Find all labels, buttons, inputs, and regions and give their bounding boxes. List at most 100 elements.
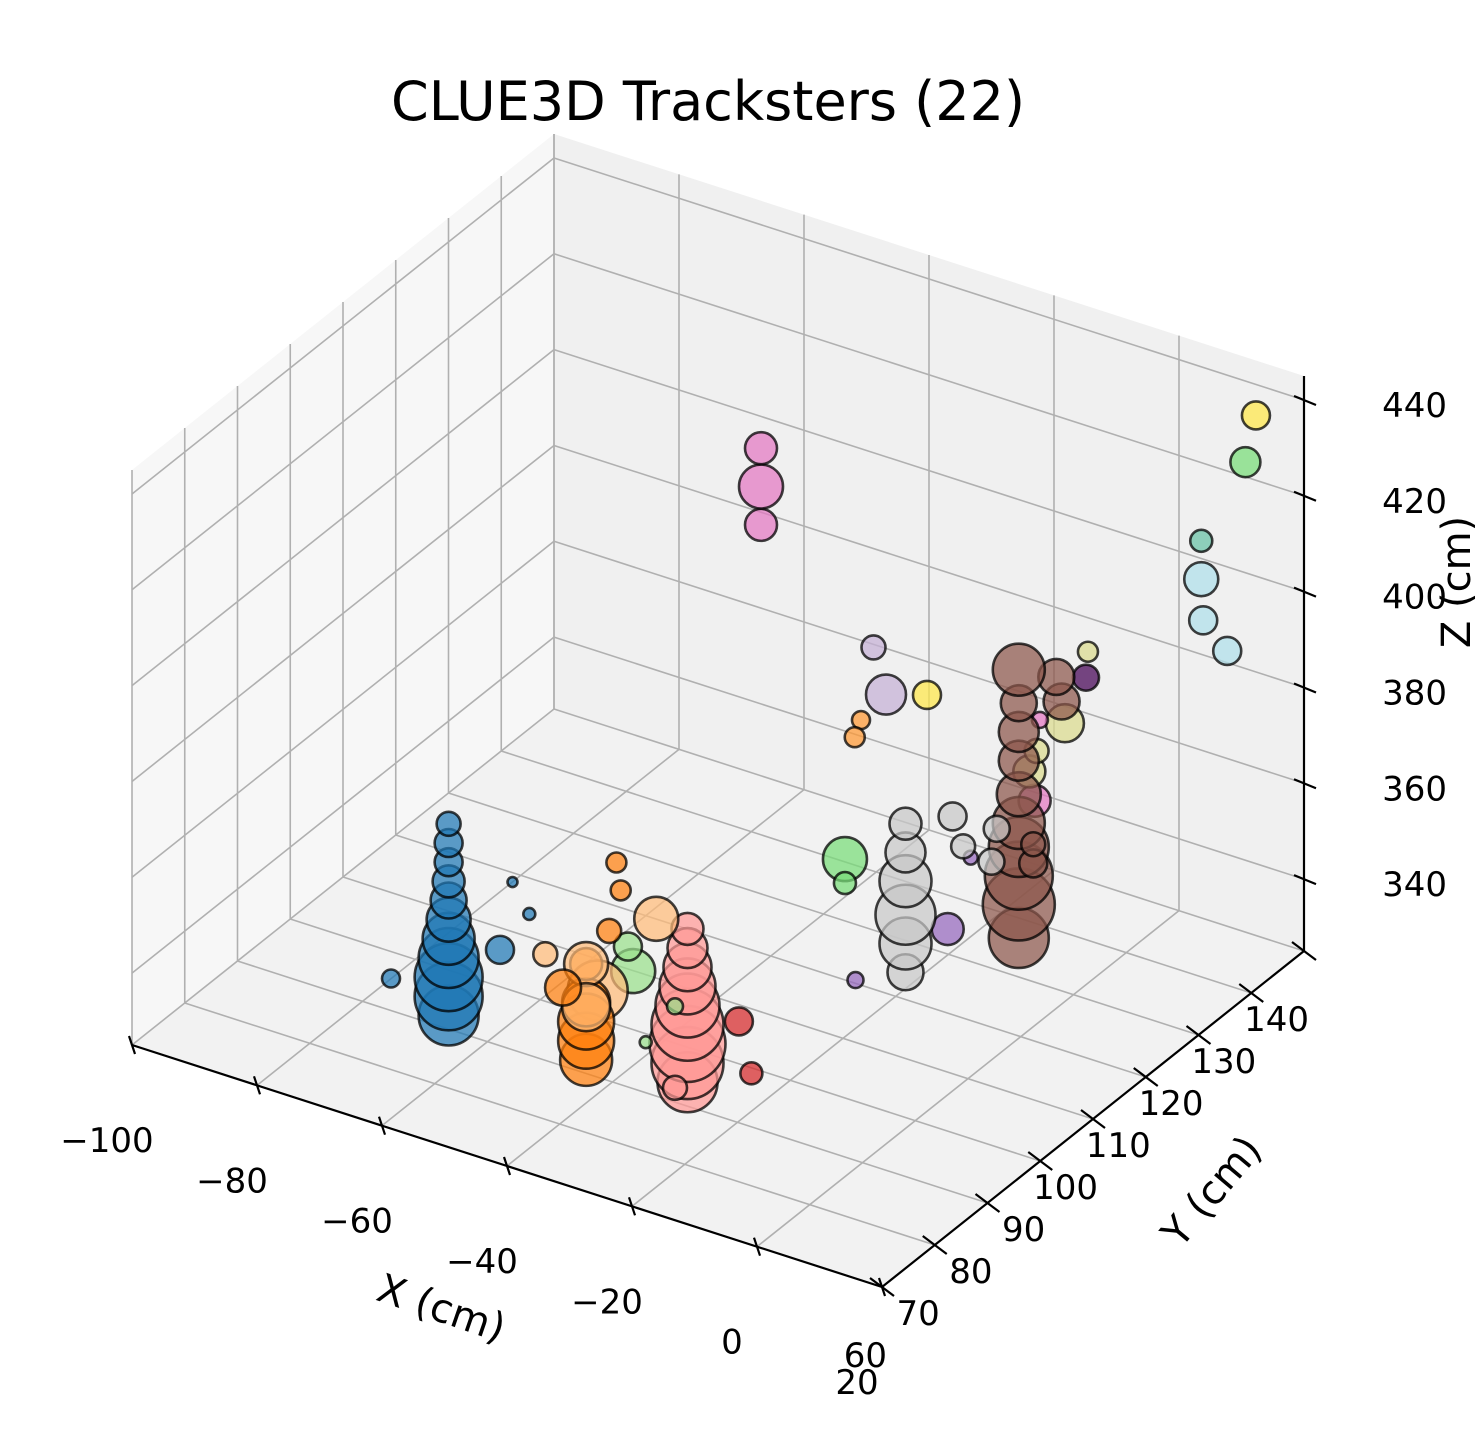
scatter-point-series-9 [864,673,908,716]
grid-line-z-left [131,348,555,687]
scatter-point-series-4 [661,1074,689,1102]
y-tick [974,1193,1001,1213]
grid-line-y-floor [501,750,1252,994]
scatter-point-series-16 [1211,635,1243,667]
x-tick-label: −20 [571,1282,643,1322]
scatter-point-series-3 [665,997,685,1016]
scatter-point-series-3 [638,1034,654,1050]
scatter-point-series-8 [743,430,779,466]
scatter-point-series-0 [435,810,462,838]
y-tick-label: 70 [896,1294,939,1334]
z-tick [1293,682,1317,694]
y-tick-label: 110 [1086,1126,1151,1166]
scatter-point-series-1 [605,851,628,874]
grid-line-z-back [553,157,1305,401]
scatter-point-series-11 [1071,663,1101,692]
scatter-point-series-0 [521,906,537,922]
y-tick [869,1277,895,1297]
grid-line-z-left [131,157,555,495]
z-tick-label: 380 [1382,673,1447,713]
z-tick-label: 360 [1382,769,1447,809]
scatter-point-series-2 [531,940,559,968]
scatter-point-series-1 [609,879,633,902]
grid-line-z-left [131,444,555,783]
x-tick [252,1075,262,1095]
scatter-point-series-10 [846,970,865,990]
grid-line-z-left [131,540,555,878]
y-tick [922,1235,948,1255]
scatter-point-series-6 [949,833,977,860]
scatter-point-series-2 [632,895,680,943]
scatter-point-series-7 [1019,830,1047,858]
axis-lines [127,376,1317,1297]
x-tick [127,1035,137,1055]
y-axis-label: Y (cm) [1152,1127,1271,1256]
scatter-point-series-0 [506,875,519,889]
scatter-point-series-8 [743,507,779,543]
grid-line-z-left [131,253,555,591]
scatter-point-series-9 [860,634,887,661]
scatter-point-series-3 [612,931,644,962]
scatter-point-series-1 [543,968,583,1007]
scatter-point-series-16 [1187,605,1219,636]
scatter-points [380,400,1272,1114]
scatter-point-series-5 [739,1061,764,1086]
scatter-point-series-5 [723,1006,755,1037]
x-tick [502,1156,512,1176]
scatter-point-series-0 [484,934,516,966]
x-tick-label: 20 [835,1363,878,1403]
scatter-point-series-12 [1076,640,1100,664]
y-tick-label: 80 [949,1252,992,1292]
grid-line-z-back [553,444,1305,689]
scatter-point-series-0 [380,968,402,989]
z-tick-label: 440 [1382,386,1447,426]
y-tick [1238,983,1264,1003]
y-tick-label: 120 [1139,1084,1204,1124]
y-tick-label: 60 [844,1336,887,1376]
scatter-point-series-8 [737,463,785,510]
y-tick [1291,941,1317,961]
x-tick-label: −40 [446,1242,518,1282]
scatter-point-series-6 [982,814,1012,844]
chart-title: CLUE3D Tracksters (22) [391,70,1025,133]
y-tick-label: 100 [1033,1168,1098,1208]
grid-line-y-floor [553,708,1305,952]
grid-line-z-left [131,636,555,974]
x-tick-label: 0 [721,1323,743,1363]
grid-line-z-back [553,540,1305,785]
scatter-point-series-14 [832,870,858,896]
y-tick-label: 130 [1191,1042,1256,1082]
grid-line-y-floor [237,960,988,1204]
grid-lines [131,134,1305,1288]
z-tick [1293,874,1317,886]
y-tick-label: 90 [1002,1210,1045,1250]
grid-line-y-floor [448,792,1199,1036]
grid-line-z-back [553,348,1305,593]
z-tick [1293,394,1317,406]
grid-line-z-back [553,253,1305,497]
x-tick [627,1196,637,1216]
grid-line-y-floor [184,1002,935,1246]
x-tick-label: −80 [196,1161,268,1201]
tick-labels: −100 −80 −60 −40 −20 0 20607080901001101201301… [60,386,1447,1403]
grid-line-z-back [553,636,1305,880]
y-tick [1185,1025,1212,1045]
scatter-point-series-7 [991,642,1047,697]
x-tick [752,1237,762,1257]
z-tick-label: 400 [1382,578,1447,618]
z-tick-label: 420 [1382,482,1447,522]
z-tick-label: 340 [1382,865,1447,905]
x-tick-label: −100 [60,1121,153,1161]
z-axis-label: Z (cm) [1434,516,1475,648]
y-tick [1133,1067,1159,1087]
scatter-point-series-16 [1182,560,1220,598]
scatter-point-series-13 [911,679,943,711]
y-tick [1027,1151,1053,1171]
y-tick-label: 140 [1244,1000,1309,1040]
x-tick [377,1116,387,1136]
grid-line-y-floor [395,834,1146,1078]
scatter-point-series-6 [888,806,923,842]
y-tick [1080,1109,1106,1129]
